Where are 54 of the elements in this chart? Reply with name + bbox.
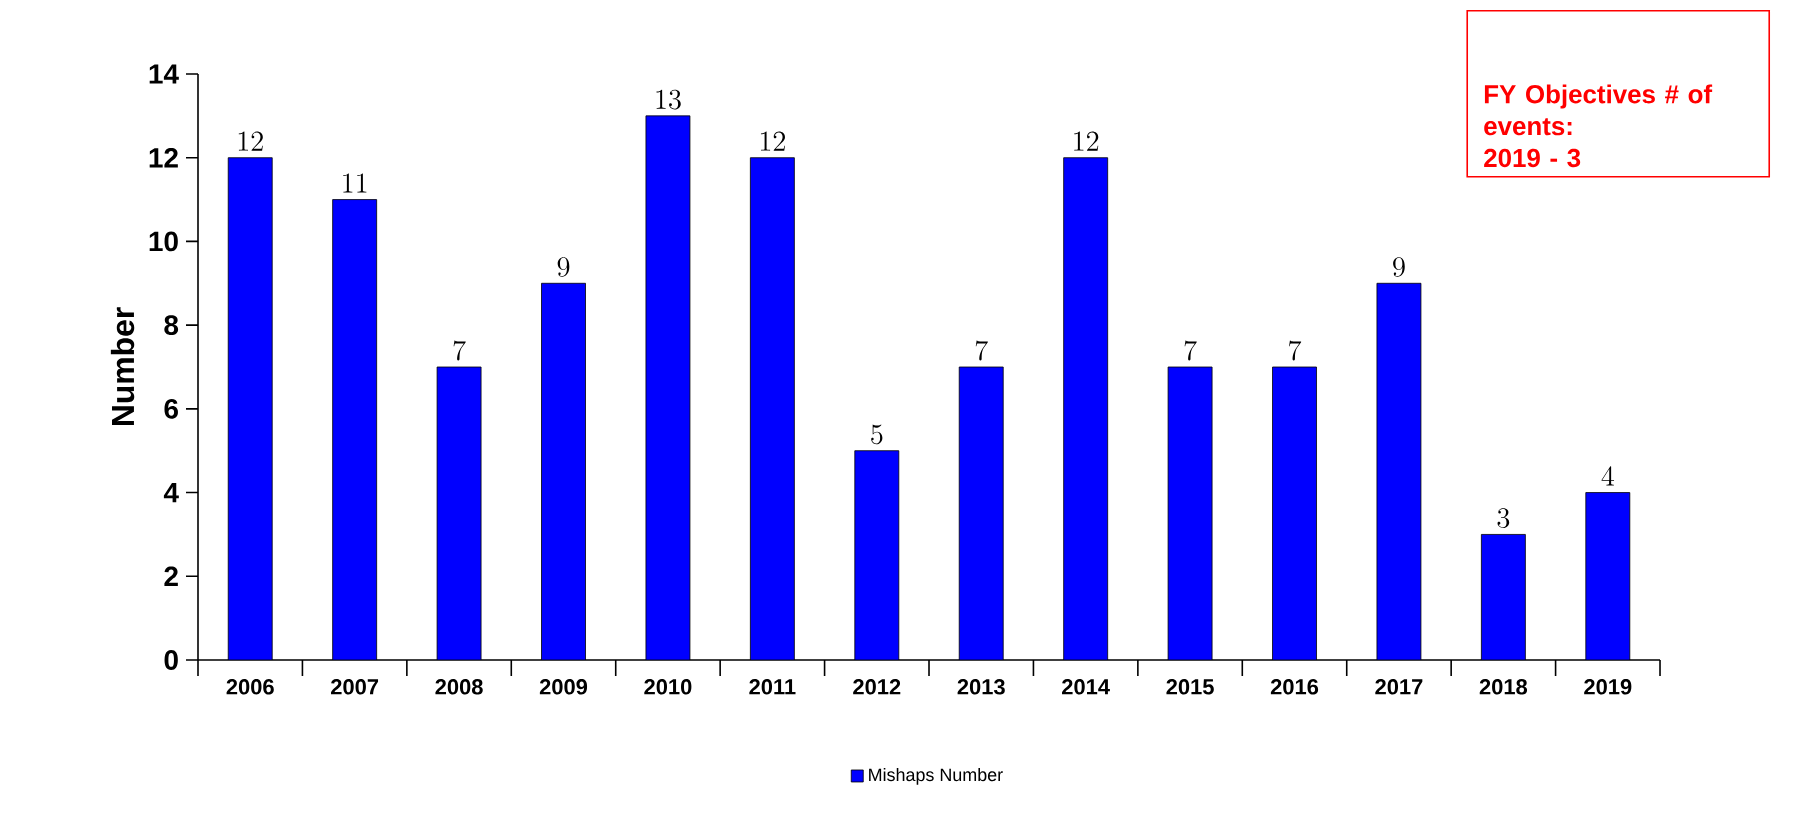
y-tick-label: 14 <box>149 64 179 84</box>
y-tick-label: 8 <box>164 315 179 336</box>
bar <box>1063 157 1109 660</box>
bar <box>1585 492 1631 660</box>
bar <box>436 366 482 660</box>
x-tick-label: 2006 <box>226 679 274 695</box>
data-label: 9 <box>557 257 570 277</box>
y-tick-label: 6 <box>164 398 178 419</box>
data-label: 7 <box>1184 340 1197 361</box>
annotation: FY Objectives # of events: <box>1484 84 1713 136</box>
bar <box>1272 366 1317 660</box>
data-label: 12 <box>760 131 785 151</box>
x-tick-label: 2009 <box>539 679 588 695</box>
bar <box>227 157 273 660</box>
bar <box>958 366 1004 660</box>
bar <box>1480 534 1526 660</box>
y-tick-label: 12 <box>149 147 178 168</box>
y-tick-label: 10 <box>149 231 178 252</box>
x-tick-label: 2011 <box>749 679 796 695</box>
x-tick-label: 2014 <box>1062 679 1110 695</box>
data-label: 5 <box>871 424 883 445</box>
data-label: 7 <box>453 340 466 361</box>
bar <box>1167 366 1213 660</box>
annotation: 2019 - 3 <box>1484 148 1581 168</box>
x-tick-label: 2018 <box>1479 679 1528 695</box>
data-label: 7 <box>975 340 988 361</box>
x-tick-label: 2016 <box>1270 679 1319 695</box>
x-tick-label: 2017 <box>1375 679 1423 695</box>
bar <box>1376 282 1422 660</box>
legend-label: Mishaps Number <box>869 767 1003 785</box>
bar <box>645 115 691 660</box>
data-label: 11 <box>343 173 367 193</box>
x-tick-label: 2007 <box>331 679 379 695</box>
data-label: 4 <box>1601 466 1615 486</box>
bar <box>332 199 378 660</box>
bar <box>854 450 900 660</box>
bar <box>749 157 795 660</box>
data-label: 13 <box>656 89 681 110</box>
x-tick-label: 2010 <box>644 679 692 695</box>
x-tick-label: 2015 <box>1166 679 1214 695</box>
y-axis-title: Number <box>110 307 135 426</box>
x-tick-label: 2019 <box>1584 679 1632 695</box>
data-label: 3 <box>1497 508 1510 528</box>
y-tick-label: 4 <box>163 482 179 503</box>
x-tick-label: 2008 <box>435 679 483 695</box>
data-label: 9 <box>1393 257 1405 277</box>
x-tick-label: 2012 <box>853 679 901 695</box>
data-label: 7 <box>1289 340 1302 361</box>
y-tick-label: 2 <box>164 566 178 587</box>
bar <box>541 282 586 660</box>
data-label: 12 <box>1074 131 1099 151</box>
x-tick-label: 2013 <box>957 679 1005 695</box>
data-label: 12 <box>238 131 263 151</box>
y-tick-label: 0 <box>164 650 178 670</box>
